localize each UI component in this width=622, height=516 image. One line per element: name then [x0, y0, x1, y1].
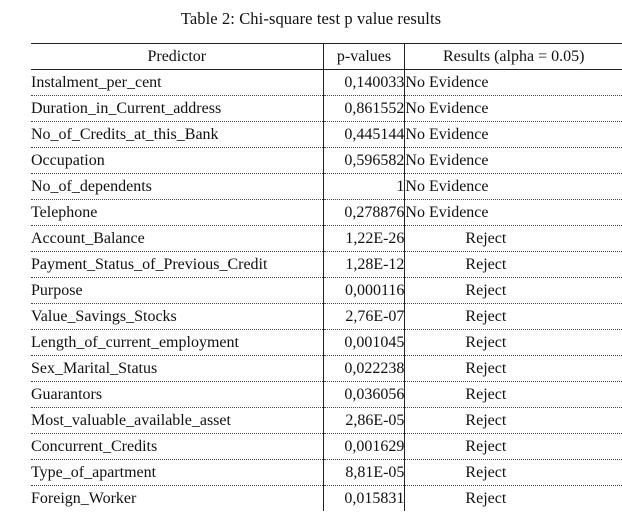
result-cell: Reject [404, 251, 622, 278]
result-cell: Reject [465, 490, 507, 507]
table-caption: Table 2: Chi-square test p value results [180, 9, 442, 28]
table-row: Payment_Status_of_Previous_Credit 1,28E-1… [31, 251, 622, 278]
table-row: Most_valuable_available_asset 2,86E-05 Rej… [31, 407, 622, 434]
result-cell: No Evidence [404, 95, 622, 122]
predictor-cell: Duration_in_Current_address [31, 95, 324, 122]
p-value-cell: 1 [322, 173, 406, 200]
predictor-cell: Foreign_Worker [31, 490, 137, 507]
predictor-cell: Type_of_apartment [31, 459, 324, 486]
p-value-cell: 0,001629 [322, 433, 406, 460]
p-value-cell: 2,76E-07 [322, 303, 406, 330]
result-cell: Reject [404, 329, 622, 356]
predictor-cell: Concurrent_Credits [31, 433, 324, 460]
header-predictor: Predictor [31, 43, 324, 70]
predictor-cell: No_of_dependents [31, 173, 324, 200]
table-row: Instalment_per_cent 0,140033 No Evidence [31, 69, 622, 96]
result-cell: No Evidence [404, 147, 622, 174]
predictor-cell: Payment_Status_of_Previous_Credit [31, 251, 324, 278]
table-row: Sex_Marital_Status 0,022238 Reject [31, 355, 622, 382]
predictor-cell: Telephone [31, 199, 324, 226]
table-row: Type_of_apartment 8,81E-05 Reject [31, 459, 622, 486]
table-row: Occupation 0,596582 No Evidence [31, 147, 622, 174]
result-cell: Reject [404, 381, 622, 408]
table-row: Telephone 0,278876 No Evidence [31, 199, 622, 226]
predictor-cell: Guarantors [31, 381, 324, 408]
table-row: Value_Savings_Stocks 2,76E-07 Reject [31, 303, 622, 330]
result-cell: No Evidence [404, 121, 622, 148]
p-value-cell: 0,022238 [322, 355, 406, 382]
result-cell: Reject [404, 433, 622, 460]
table-row: Purpose 0,000116 Reject [31, 277, 622, 304]
table-row: No_of_Credits_at_this_Bank 0,445144 No Evi… [31, 121, 622, 148]
predictor-cell: Account_Balance [31, 225, 324, 252]
result-cell: Reject [404, 459, 622, 486]
table-row: Foreign_Worker 0,015831 Reject [31, 485, 622, 511]
p-value-cell: 0,001045 [322, 329, 406, 356]
result-cell: Reject [404, 277, 622, 304]
chi-square-table: Predictor p-values Results (alpha = 0.05… [31, 43, 622, 511]
predictor-cell: Instalment_per_cent [31, 69, 324, 96]
header-results: Results (alpha = 0.05) [404, 43, 622, 70]
result-cell: No Evidence [404, 173, 622, 200]
table-row: Duration_in_Current_address 0,861552 No Ev… [31, 95, 622, 122]
result-cell: No Evidence [404, 199, 622, 226]
p-value-cell: 8,81E-05 [322, 459, 406, 486]
table-row: Concurrent_Credits 0,001629 Reject [31, 433, 622, 460]
p-value-cell: 0,140033 [322, 69, 406, 96]
predictor-cell: No_of_Credits_at_this_Bank [31, 121, 324, 148]
p-value-cell: 1,28E-12 [322, 251, 406, 278]
p-value-cell: 0,278876 [322, 199, 406, 226]
predictor-cell: Sex_Marital_Status [31, 355, 324, 382]
predictor-cell: Purpose [31, 277, 324, 304]
result-cell: Reject [404, 407, 622, 434]
header-p-values: p-values [322, 43, 405, 70]
p-value-cell: 0,036056 [322, 381, 406, 408]
table-row: Guarantors 0,036056 Reject [31, 381, 622, 408]
result-cell: Reject [404, 225, 622, 252]
table-header-row: Predictor p-values Results (alpha = 0.05… [31, 43, 622, 70]
predictor-cell: Value_Savings_Stocks [31, 303, 324, 330]
result-cell: Reject [404, 303, 622, 330]
table-row: No_of_dependents 1 No Evidence [31, 173, 622, 200]
table-body: Instalment_per_cent 0,140033 No Evidence Du… [31, 69, 622, 511]
p-value-cell: 0,596582 [322, 147, 406, 174]
table-row: Length_of_current_employment 0,001045 Reje… [31, 329, 622, 356]
p-value-cell: 0,000116 [322, 277, 406, 304]
p-value-cell: 0,861552 [322, 95, 406, 122]
predictor-cell: Length_of_current_employment [31, 329, 324, 356]
p-value-cell: 1,22E-26 [322, 225, 406, 252]
p-value-cell: 0,015831 [322, 485, 406, 511]
predictor-cell: Occupation [31, 147, 324, 174]
predictor-cell: Most_valuable_available_asset [31, 407, 324, 434]
result-cell: Reject [404, 355, 622, 382]
p-value-cell: 0,445144 [322, 121, 406, 148]
p-value-cell: 2,86E-05 [322, 407, 406, 434]
table-row: Account_Balance 1,22E-26 Reject [31, 225, 622, 252]
result-cell: No Evidence [404, 69, 622, 96]
